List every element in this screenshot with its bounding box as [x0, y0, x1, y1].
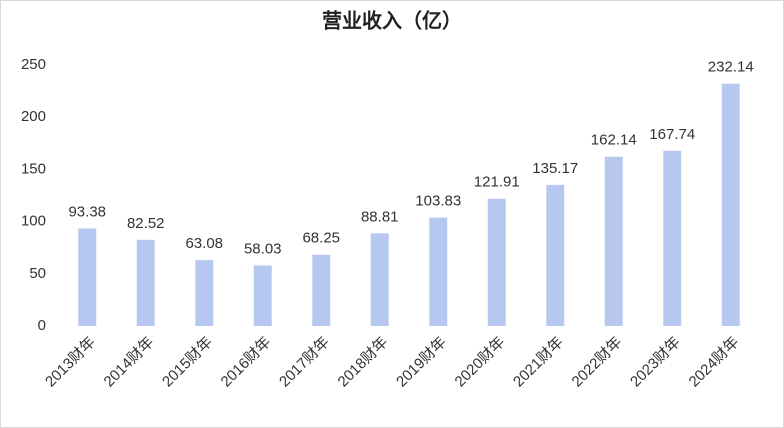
bar	[721, 83, 740, 326]
bar	[195, 260, 214, 326]
value-label: 68.25	[302, 230, 340, 247]
value-label: 232.14	[708, 59, 754, 76]
value-label: 58.03	[244, 240, 282, 257]
bar	[136, 239, 155, 326]
value-label: 88.81	[361, 208, 399, 225]
bar	[312, 254, 331, 326]
y-tick-label: 200	[21, 108, 46, 125]
y-tick-label: 0	[38, 317, 46, 334]
bar	[604, 156, 623, 326]
bar	[546, 184, 565, 326]
value-label: 103.83	[415, 193, 461, 210]
chart-title: 营业收入（亿）	[322, 8, 462, 32]
value-label: 135.17	[532, 160, 578, 177]
bar	[429, 217, 448, 326]
bar	[253, 265, 272, 326]
bar	[78, 228, 97, 326]
value-label: 121.91	[474, 174, 520, 191]
value-label: 82.52	[127, 215, 165, 232]
y-tick-label: 100	[21, 213, 46, 230]
value-label: 162.14	[591, 132, 637, 149]
y-tick-label: 150	[21, 160, 46, 177]
bar	[370, 233, 389, 326]
value-label: 93.38	[68, 203, 106, 220]
y-tick-label: 250	[21, 56, 46, 73]
value-label: 63.08	[185, 235, 223, 252]
bar	[663, 150, 682, 326]
bar	[487, 198, 506, 326]
y-tick-label: 50	[29, 265, 46, 282]
value-label: 167.74	[649, 126, 695, 143]
